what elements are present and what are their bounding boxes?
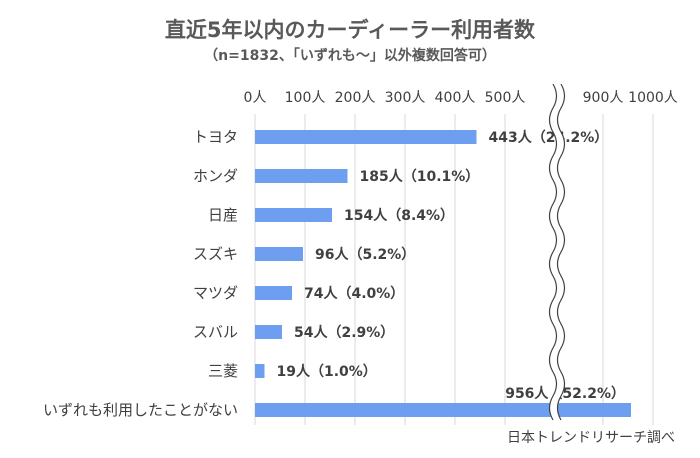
data-label: 956人（52.2%） [505,385,625,402]
category-label: トヨタ [193,128,238,146]
category-label: スバル [193,323,238,341]
bar [255,403,631,417]
category-label: マツダ [193,284,238,302]
x-tick-label: 200人 [335,90,376,106]
data-label: 154人（8.4%） [344,207,454,224]
x-tick-label: 900人 [583,90,624,106]
data-label: 19人（1.0%） [277,363,377,380]
bar [255,247,303,261]
data-label: 96人（5.2%） [315,246,415,263]
axis-break-band [549,84,565,420]
data-label: 443人（24.2%） [489,129,609,146]
data-label: 185人（10.1%） [360,168,480,185]
category-label: ホンダ [193,167,238,185]
bar [255,130,477,144]
data-label: 54人（2.9%） [294,324,394,341]
chart-subtitle: （n=1832、「いずれも〜」以外複数回答可） [204,48,496,64]
bar [255,169,348,183]
x-tick-label: 0人 [244,90,267,106]
category-label: 三菱 [208,362,238,380]
bar [255,208,332,222]
bar [255,286,292,300]
category-label: スズキ [193,245,238,263]
bar [255,325,282,339]
x-tick-label: 400人 [435,90,476,106]
category-label: 日産 [208,206,238,224]
axis-break-line-left [548,83,558,421]
x-tick-label: 1000人 [628,90,678,106]
x-tick-label: 500人 [485,90,526,106]
category-label: いずれも利用したことがない [43,401,238,419]
bar [255,364,265,378]
x-tick-label: 100人 [285,90,326,106]
chart-title: 直近5年以内のカーディーラー利用者数 [164,18,536,42]
source-note: 日本トレンドリサーチ調べ [507,430,675,446]
axis-break-line-right [556,83,566,421]
x-tick-label: 300人 [385,90,426,106]
data-label: 74人（4.0%） [304,285,404,302]
